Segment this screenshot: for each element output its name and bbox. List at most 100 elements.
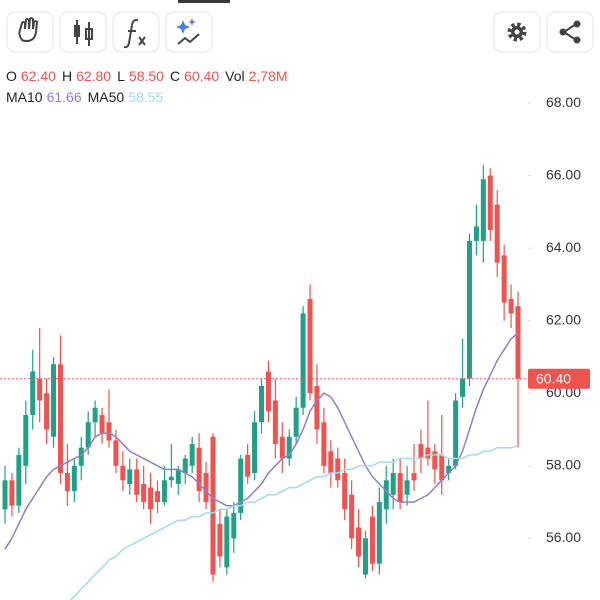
candle-body <box>120 465 126 481</box>
ai-analysis-button[interactable] <box>165 0 230 53</box>
candle-body <box>460 378 466 397</box>
candle-body <box>231 512 237 539</box>
ma-line: MA10 61.66 MA50 58.55 <box>6 89 163 105</box>
hand-tool-button[interactable] <box>6 11 54 53</box>
candle-body <box>9 480 15 506</box>
ohlc-value: 60.40 <box>184 68 219 84</box>
candle-body <box>113 440 119 466</box>
share-button[interactable] <box>546 11 594 53</box>
ma-line <box>69 445 519 600</box>
candle-body <box>252 422 258 474</box>
candle-body <box>141 483 147 503</box>
ma-value: 58.55 <box>128 89 163 105</box>
candle-body <box>16 454 22 506</box>
candle-body <box>259 385 264 423</box>
candle-body <box>238 458 244 513</box>
candle-body <box>134 469 140 495</box>
candle-body <box>453 400 459 466</box>
last-price-label: 60.40 <box>536 370 571 386</box>
y-tick-label: 58.00 <box>546 456 581 472</box>
candle-body <box>286 436 292 459</box>
candle-body <box>300 313 306 408</box>
candle-body <box>432 451 438 470</box>
candle-body <box>446 465 452 474</box>
ma-line <box>4 332 519 550</box>
candle-body <box>224 516 230 568</box>
candle-body <box>501 255 507 303</box>
candle-body <box>418 444 424 459</box>
candle-body <box>99 415 105 434</box>
candle-body <box>466 240 472 379</box>
candle-body <box>376 502 382 564</box>
candle-body <box>23 415 29 466</box>
candle-body <box>175 469 181 484</box>
candle-body <box>349 494 355 539</box>
candle-body <box>44 393 50 430</box>
candle-body <box>279 436 285 459</box>
candle-body <box>57 364 63 474</box>
candle-body <box>473 226 479 241</box>
ma-value: 61.66 <box>47 89 82 105</box>
ohlc-label: L <box>117 68 125 84</box>
candle-body <box>210 436 216 575</box>
ohlc-label: O <box>6 68 17 84</box>
candle-body <box>314 385 320 430</box>
toolbar <box>6 0 594 53</box>
ohlc-label: C <box>170 68 180 84</box>
candle-body <box>196 447 202 492</box>
candle-body <box>168 476 174 481</box>
candle-body <box>321 422 327 466</box>
candle-body <box>85 422 91 448</box>
candle-body <box>30 371 36 416</box>
candle-body <box>293 407 299 437</box>
candle-body <box>203 473 209 503</box>
candle-type-button[interactable] <box>59 11 107 53</box>
candle-body <box>404 480 410 495</box>
last-price-tag <box>528 368 590 389</box>
candle-body <box>272 400 278 445</box>
ohlc-label: H <box>62 68 72 84</box>
candle-body <box>328 451 334 474</box>
candle-body <box>127 469 133 484</box>
candle-body <box>265 371 271 412</box>
candle-body <box>508 298 514 314</box>
y-tick-label: 64.00 <box>546 239 581 255</box>
candle-body <box>161 480 167 503</box>
ohlc-line: O 62.40 H 62.80 L 58.50 C 60.40 Vol 2,78M <box>6 68 288 84</box>
candle-body <box>411 473 417 481</box>
candle-body <box>390 473 396 495</box>
ohlc-value: 58.50 <box>129 68 164 84</box>
indicators-button[interactable] <box>112 11 160 53</box>
candle-body <box>307 298 313 394</box>
candle-body <box>155 491 161 503</box>
candle-body <box>148 487 154 510</box>
ohlc-value: 2,78M <box>249 68 288 84</box>
ohlc-label: Vol <box>225 68 244 84</box>
candle-body <box>439 454 445 481</box>
candle-body <box>92 407 98 423</box>
ohlc-legend: O 62.40 H 62.80 L 58.50 C 60.40 Vol 2,78M MA10 61.6… <box>6 68 288 105</box>
candle-body <box>78 447 84 466</box>
candle-body <box>515 306 521 379</box>
candle-body <box>64 473 70 492</box>
ohlc-value: 62.40 <box>21 68 56 84</box>
candle-body <box>494 204 500 263</box>
candle-body <box>189 444 195 466</box>
candle-body <box>369 516 375 564</box>
candle-body <box>71 465 77 492</box>
candle-body <box>480 179 486 241</box>
settings-button[interactable] <box>493 11 541 53</box>
candle-body <box>356 527 362 557</box>
candle-body <box>2 480 8 510</box>
candle-body <box>397 473 403 503</box>
candle-body <box>217 523 223 557</box>
candle-body <box>342 473 348 510</box>
ohlc-value: 62.80 <box>76 68 111 84</box>
ma-label: MA50 <box>88 89 125 105</box>
y-tick-label: 66.00 <box>546 166 581 182</box>
y-tick-label: 56.00 <box>546 529 581 545</box>
ma-label: MA10 <box>6 89 43 105</box>
candle-body <box>37 378 43 401</box>
